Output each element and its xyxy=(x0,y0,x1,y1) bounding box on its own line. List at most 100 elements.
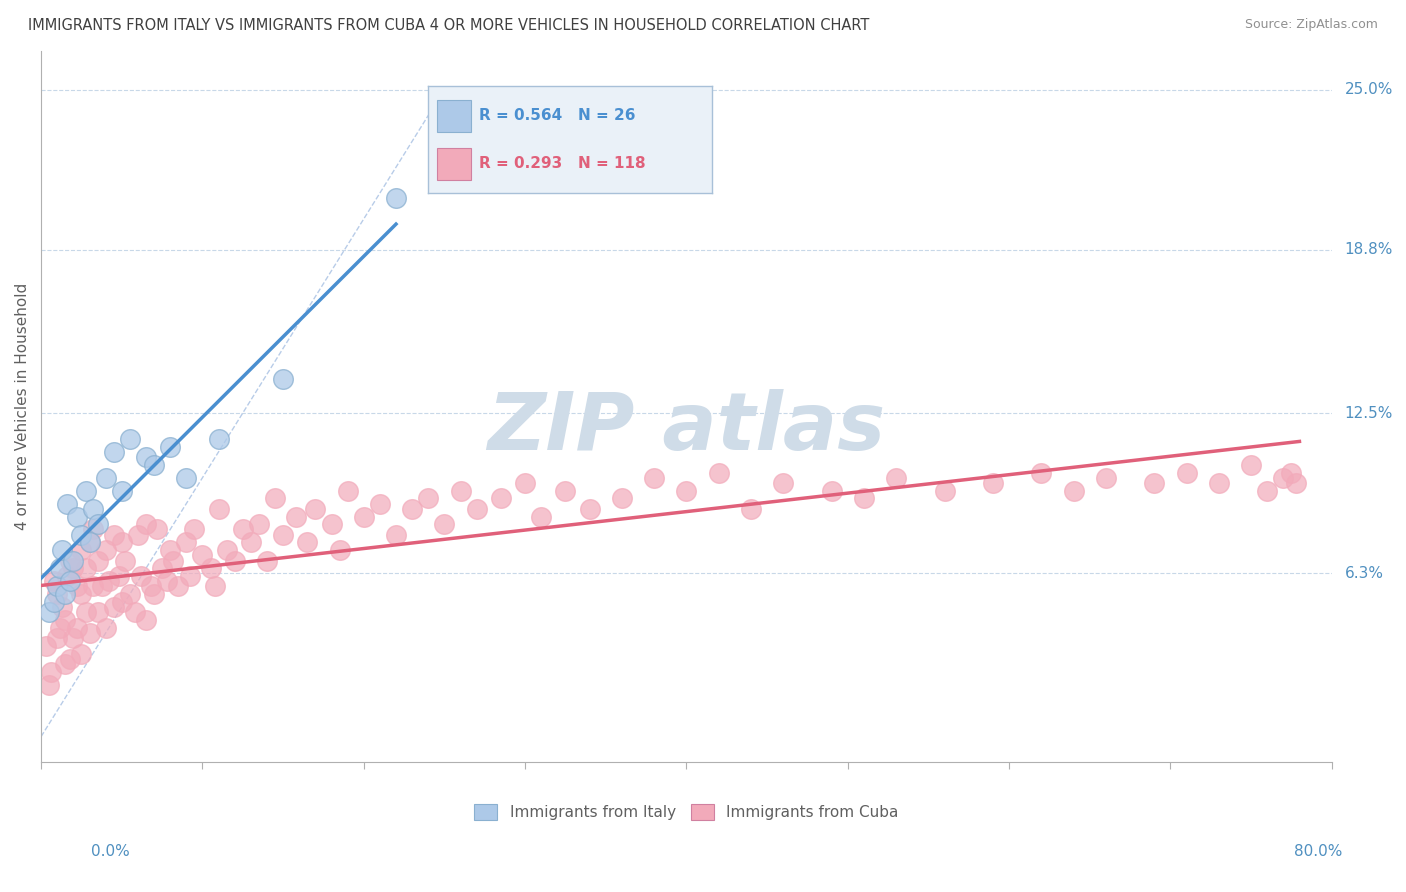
Point xyxy=(82,523,104,537)
Point xyxy=(75,561,97,575)
Point xyxy=(53,657,76,671)
Point xyxy=(59,574,82,589)
Point xyxy=(740,501,762,516)
Point xyxy=(42,574,65,589)
Point xyxy=(38,678,60,692)
Point xyxy=(135,517,157,532)
Point xyxy=(70,587,93,601)
Point xyxy=(450,483,472,498)
Text: 25.0%: 25.0% xyxy=(1344,82,1393,97)
Point xyxy=(385,191,408,205)
Point xyxy=(465,501,488,516)
Legend: Immigrants from Italy, Immigrants from Cuba: Immigrants from Italy, Immigrants from C… xyxy=(468,797,904,826)
Point xyxy=(385,527,408,541)
Point xyxy=(46,587,69,601)
Point xyxy=(304,501,326,516)
Point xyxy=(418,491,440,506)
Point xyxy=(200,561,222,575)
Text: ZIP atlas: ZIP atlas xyxy=(488,389,886,467)
Point xyxy=(1031,466,1053,480)
Point xyxy=(103,527,125,541)
Point xyxy=(578,501,600,516)
Point xyxy=(353,509,375,524)
Point xyxy=(1272,471,1295,485)
Point xyxy=(433,517,456,532)
Point xyxy=(1095,471,1118,485)
Point xyxy=(1240,458,1263,472)
Point xyxy=(143,587,166,601)
Point xyxy=(271,372,294,386)
Point xyxy=(1256,483,1278,498)
Point xyxy=(49,561,72,575)
Point xyxy=(46,579,69,593)
Point xyxy=(53,587,76,601)
Point xyxy=(264,491,287,506)
Point xyxy=(51,543,73,558)
Point xyxy=(139,579,162,593)
Point xyxy=(401,501,423,516)
Point xyxy=(232,523,254,537)
Point xyxy=(1285,475,1308,490)
Point xyxy=(215,543,238,558)
Point xyxy=(820,483,842,498)
Point xyxy=(111,595,134,609)
Point xyxy=(79,626,101,640)
Point xyxy=(118,587,141,601)
Point xyxy=(934,483,956,498)
Point xyxy=(852,491,875,506)
Text: IMMIGRANTS FROM ITALY VS IMMIGRANTS FROM CUBA 4 OR MORE VEHICLES IN HOUSEHOLD CO: IMMIGRANTS FROM ITALY VS IMMIGRANTS FROM… xyxy=(28,18,869,33)
Point xyxy=(56,497,79,511)
Point xyxy=(94,621,117,635)
Point xyxy=(103,445,125,459)
Point xyxy=(79,535,101,549)
Point xyxy=(772,475,794,490)
Point xyxy=(489,491,512,506)
Point xyxy=(65,579,87,593)
Point xyxy=(51,600,73,615)
Point xyxy=(321,517,343,532)
Point xyxy=(127,527,149,541)
Point xyxy=(103,600,125,615)
Point xyxy=(75,605,97,619)
Point xyxy=(643,471,665,485)
Text: 18.8%: 18.8% xyxy=(1344,243,1393,258)
Point xyxy=(56,569,79,583)
Point xyxy=(38,605,60,619)
Point xyxy=(114,553,136,567)
Point xyxy=(297,535,319,549)
Point xyxy=(49,621,72,635)
Point xyxy=(554,483,576,498)
Point xyxy=(224,553,246,567)
Point xyxy=(70,527,93,541)
Point xyxy=(162,553,184,567)
Point xyxy=(59,652,82,666)
Point xyxy=(65,509,87,524)
Point xyxy=(610,491,633,506)
Point xyxy=(675,483,697,498)
Point xyxy=(1208,475,1230,490)
Point xyxy=(86,553,108,567)
Point xyxy=(204,579,226,593)
Point xyxy=(82,501,104,516)
Point xyxy=(256,553,278,567)
Point xyxy=(207,501,229,516)
Point xyxy=(124,605,146,619)
Point xyxy=(111,535,134,549)
Point xyxy=(176,535,198,549)
Point xyxy=(1063,483,1085,498)
Point xyxy=(179,569,201,583)
Point xyxy=(94,543,117,558)
Point xyxy=(336,483,359,498)
Point xyxy=(176,471,198,485)
Point xyxy=(368,497,391,511)
Point xyxy=(91,579,114,593)
Point xyxy=(82,579,104,593)
Point xyxy=(981,475,1004,490)
Point xyxy=(39,665,62,679)
Text: 12.5%: 12.5% xyxy=(1344,406,1393,420)
Text: Source: ZipAtlas.com: Source: ZipAtlas.com xyxy=(1244,18,1378,31)
Text: 6.3%: 6.3% xyxy=(1344,566,1384,581)
Point xyxy=(59,553,82,567)
Point xyxy=(707,466,730,480)
Point xyxy=(530,509,553,524)
